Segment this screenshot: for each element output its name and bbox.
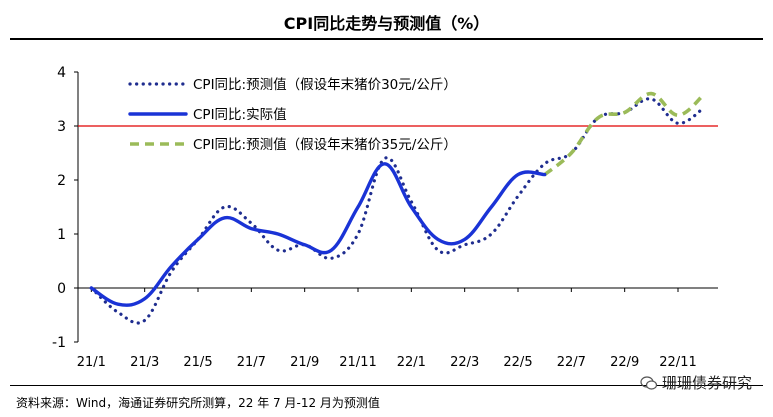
watermark: 珊珊债券研究 <box>640 372 752 393</box>
x-tick-label: 21/7 <box>237 355 266 370</box>
series-layer <box>89 91 707 325</box>
wechat-icon <box>640 375 658 390</box>
x-tick-label: 22/9 <box>610 355 639 370</box>
series-forecast-30-line <box>89 97 707 325</box>
x-tick-label: 21/3 <box>130 355 159 370</box>
x-tick-label: 22/11 <box>659 355 696 370</box>
y-tick-label: -1 <box>52 335 66 351</box>
footer-divider <box>10 385 763 386</box>
legend-forecast-30-label: CPI同比:预测值（假设年末猪价30元/公斤） <box>193 77 457 93</box>
y-tick-label: 3 <box>57 119 66 135</box>
chart-title: CPI同比走势与预测值（%） <box>283 14 490 33</box>
x-tick-label: 22/1 <box>397 355 426 370</box>
x-tick-label: 21/11 <box>339 355 376 370</box>
axes: -1 0 1 2 3 4 21/1 21/3 21/5 21/7 21/9 21/11 22/1 22/3… <box>52 65 718 370</box>
cpi-line-chart: -1 0 1 2 3 4 21/1 21/3 21/5 21/7 21/9 21/11 22/1 22/3… <box>52 65 718 370</box>
y-tick-label: 2 <box>57 173 66 189</box>
series-actual-line <box>89 162 547 307</box>
watermark-text: 珊珊债券研究 <box>662 374 753 392</box>
legend-actual-label: CPI同比:实际值 <box>193 107 287 123</box>
x-tick-label: 21/1 <box>77 355 106 370</box>
y-tick-label: 1 <box>57 227 66 243</box>
legend: CPI同比:预测值（假设年末猪价30元/公斤） CPI同比:实际值 CPI同比:预测… <box>128 77 457 153</box>
x-tick-label: 21/5 <box>183 355 212 370</box>
source-note: 资料来源：Wind，海通证券研究所测算，22 年 7 月-12 月为预测值 <box>16 396 380 410</box>
series-forecast-35-line <box>543 91 706 177</box>
y-tick-label: 4 <box>57 65 66 81</box>
x-tick-label: 21/9 <box>290 355 319 370</box>
legend-forecast-35-label: CPI同比:预测值（假设年末猪价35元/公斤） <box>193 137 457 153</box>
x-tick-label: 22/3 <box>450 355 479 370</box>
title-divider <box>10 38 763 40</box>
x-tick-label: 22/7 <box>557 355 586 370</box>
x-tick-label: 22/5 <box>503 355 532 370</box>
y-tick-label: 0 <box>57 281 66 297</box>
